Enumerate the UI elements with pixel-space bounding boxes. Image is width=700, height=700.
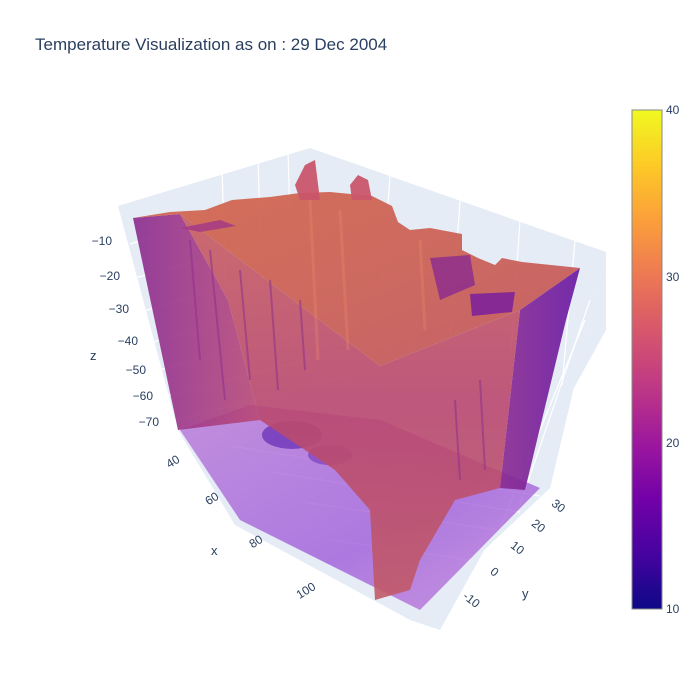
y-tick-label: 10 (508, 538, 527, 557)
volume-top-notch (430, 255, 475, 300)
y-tick-label: -10 (460, 589, 483, 611)
volume-top-notch (470, 292, 515, 316)
z-tick-label: −10 (92, 234, 113, 248)
z-axis: −10 −20 −30 −40 −50 −60 −70 z (90, 234, 159, 429)
x-tick-label: 100 (294, 579, 319, 602)
volume-top-notch (180, 220, 236, 232)
z-tick-label: −20 (100, 269, 121, 283)
colorbar-tick-label: 10 (666, 602, 680, 616)
y-tick-label: 0 (488, 564, 502, 579)
volume-streaks (189, 239, 486, 481)
colorbar-tick-label: 40 (666, 103, 680, 117)
z-tick-label: −70 (139, 415, 160, 429)
x-axis-title: x (211, 543, 218, 558)
volume-spike (350, 175, 372, 200)
z-tick-label: −60 (133, 389, 154, 403)
z-tick-label: −50 (126, 363, 147, 377)
chart-title: Temperature Visualization as on : 29 Dec… (35, 35, 387, 54)
volume-front-face (180, 214, 520, 600)
z-axis-title: z (90, 348, 97, 363)
y-tick-label: 20 (529, 516, 548, 535)
volume-spike (295, 160, 320, 200)
colorbar-gradient (631, 109, 663, 610)
volume-render (133, 160, 580, 610)
x-tick-label: 40 (164, 452, 183, 471)
y-axis-title: y (522, 586, 529, 601)
colorbar-tick-label: 20 (666, 436, 680, 450)
volume-light-streaks (308, 199, 427, 361)
colorbar: 40 30 20 10 (631, 103, 680, 616)
y-tick-label: 30 (549, 496, 568, 515)
volume-top-face (133, 192, 580, 366)
colorbar-tick-label: 30 (666, 270, 680, 284)
z-tick-label: −30 (109, 302, 130, 316)
volume-right-face (500, 268, 580, 490)
z-tick-label: −40 (118, 334, 139, 348)
